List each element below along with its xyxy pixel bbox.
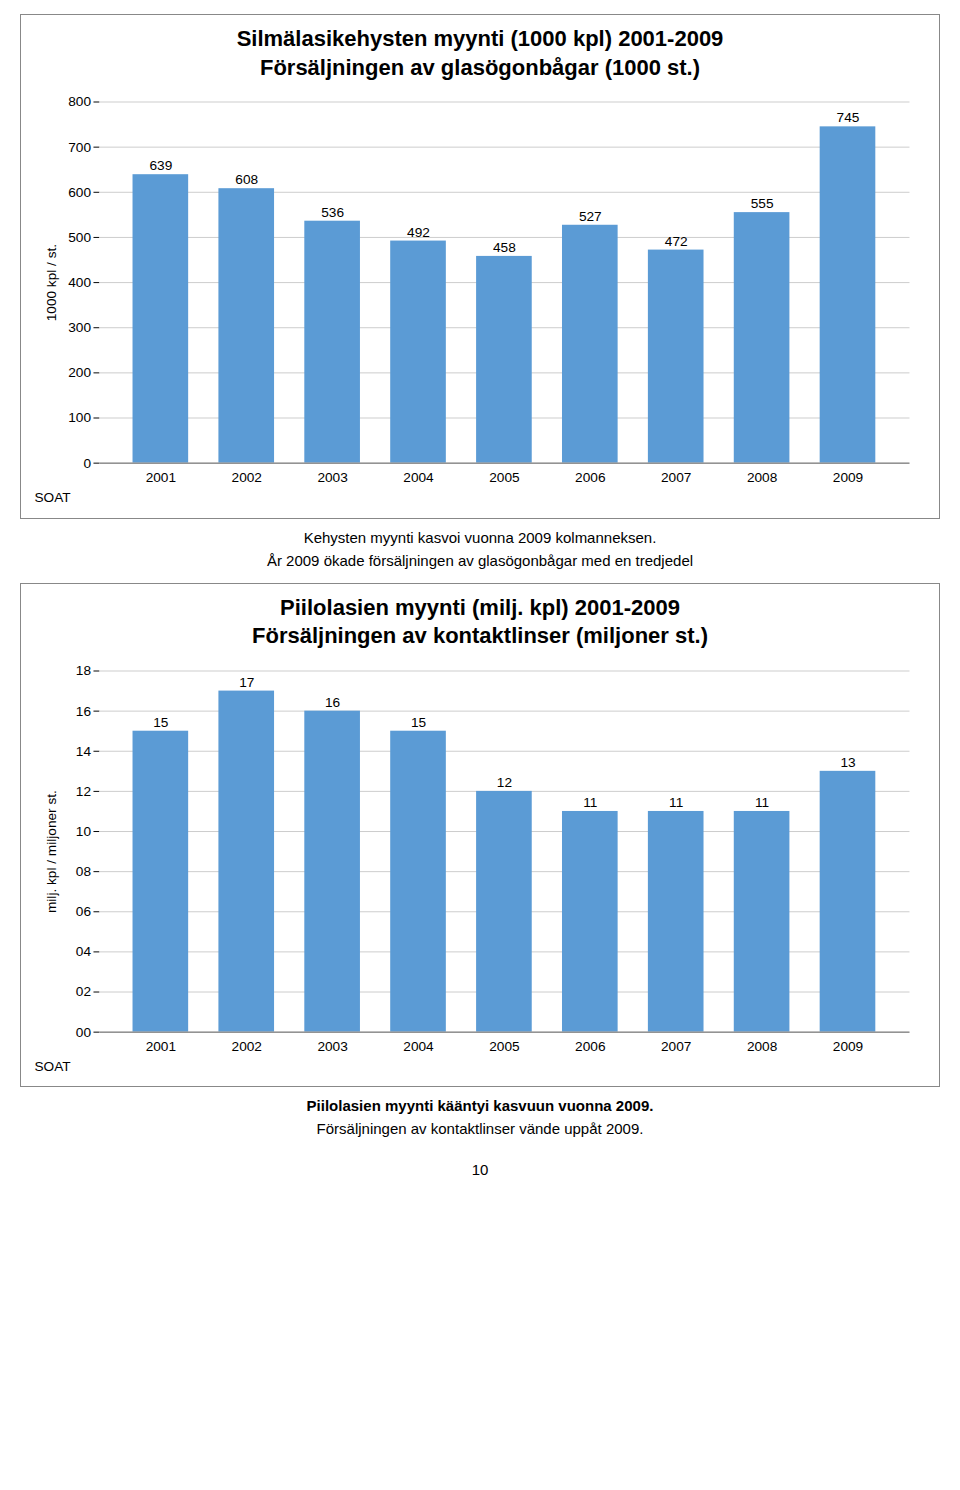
- svg-text:2009: 2009: [833, 1038, 863, 1053]
- html-text:Försäljningen av glasögonbågar: Försäljningen av glasögonbågar (1000 st.…: [259, 54, 700, 80]
- svg-text:18: 18: [76, 663, 91, 678]
- svg-text:555: 555: [751, 196, 774, 211]
- svg-text:2008: 2008: [747, 470, 777, 485]
- svg-text:200: 200: [68, 365, 91, 380]
- svg-text:2003: 2003: [317, 1038, 347, 1053]
- svg-text:2007: 2007: [661, 1038, 691, 1053]
- svg-text:600: 600: [68, 185, 91, 200]
- svg-text:12: 12: [497, 775, 512, 790]
- svg-text:2003: 2003: [317, 470, 347, 485]
- svg-text:02: 02: [76, 984, 91, 999]
- svg-text:11: 11: [755, 795, 769, 810]
- svg-text:745: 745: [837, 111, 860, 126]
- html-text:Piilolasien myynti kääntyi kas: Piilolasien myynti kääntyi kasvuun vuonn…: [306, 1097, 654, 1115]
- svg-text:472: 472: [665, 234, 688, 249]
- html-text:Piilolasien myynti (milj. kpl): Piilolasien myynti (milj. kpl) 2001-2009: [280, 594, 680, 620]
- svg-text:00: 00: [76, 1024, 92, 1039]
- svg-text:milj. kpl / miljoner st.: milj. kpl / miljoner st.: [44, 790, 59, 913]
- svg-text:2002: 2002: [232, 1038, 262, 1053]
- svg-text:2004: 2004: [403, 470, 434, 485]
- svg-text:2005: 2005: [489, 1038, 520, 1053]
- svg-text:16: 16: [325, 695, 340, 710]
- svg-text:2009: 2009: [833, 470, 863, 485]
- svg-text:06: 06: [76, 904, 91, 919]
- svg-text:639: 639: [149, 158, 172, 173]
- svg-text:2008: 2008: [747, 1038, 777, 1053]
- svg-text:2001: 2001: [146, 470, 176, 485]
- svg-text:04: 04: [76, 944, 92, 959]
- svg-text:13: 13: [840, 755, 855, 770]
- svg-text:11: 11: [669, 795, 683, 810]
- svg-text:458: 458: [493, 240, 516, 255]
- svg-text:16: 16: [76, 703, 91, 718]
- svg-text:15: 15: [153, 715, 169, 730]
- svg-text:608: 608: [235, 172, 258, 187]
- svg-text:08: 08: [76, 864, 91, 879]
- svg-text:2006: 2006: [575, 1038, 605, 1053]
- html-text:Kehysten myynti kasvoi vuonna: Kehysten myynti kasvoi vuonna 2009 kolma…: [303, 528, 657, 546]
- svg-text:100: 100: [68, 411, 91, 426]
- svg-text:1000 kpl / st.: 1000 kpl / st.: [44, 244, 59, 321]
- svg-text:10: 10: [76, 824, 92, 839]
- svg-text:11: 11: [583, 795, 597, 810]
- svg-text:2001: 2001: [146, 1038, 176, 1053]
- svg-text:2004: 2004: [403, 1038, 434, 1053]
- svg-text:800: 800: [68, 95, 91, 110]
- svg-text:2006: 2006: [575, 470, 605, 485]
- svg-text:15: 15: [411, 715, 427, 730]
- svg-text:527: 527: [579, 209, 602, 224]
- svg-text:500: 500: [68, 230, 91, 245]
- svg-text:536: 536: [321, 205, 344, 220]
- svg-text:700: 700: [68, 140, 91, 155]
- svg-text:14: 14: [76, 743, 92, 758]
- html-text:Försäljningen av kontaktlinser: Försäljningen av kontaktlinser (miljoner…: [252, 623, 708, 649]
- svg-text:2002: 2002: [232, 470, 262, 485]
- html-text:10: 10: [471, 1161, 489, 1179]
- svg-text:492: 492: [407, 225, 430, 240]
- svg-text:SOAT: SOAT: [34, 490, 71, 505]
- svg-text:2005: 2005: [489, 470, 520, 485]
- html-text:Försäljningen av kontaktlinser: Försäljningen av kontaktlinser vände upp…: [316, 1120, 644, 1138]
- html-text:År 2009 ökade försäljningen av: År 2009 ökade försäljningen av glasögonb…: [266, 551, 694, 569]
- svg-text:SOAT: SOAT: [34, 1059, 71, 1074]
- svg-text:12: 12: [76, 784, 91, 799]
- svg-text:400: 400: [68, 275, 91, 290]
- svg-text:2007: 2007: [661, 470, 691, 485]
- svg-text:0: 0: [83, 456, 91, 471]
- svg-text:17: 17: [239, 675, 254, 690]
- svg-text:300: 300: [68, 320, 91, 335]
- html-text:Silmälasikehysten myynti (1000: Silmälasikehysten myynti (1000 kpl) 2001…: [236, 26, 724, 51]
